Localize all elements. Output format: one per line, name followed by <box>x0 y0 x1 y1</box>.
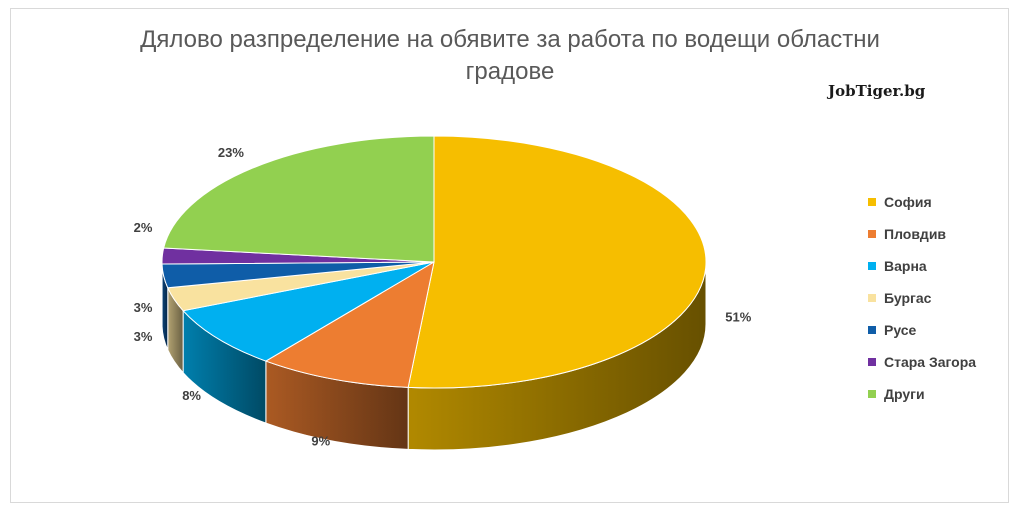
legend-item-5: Русе <box>868 314 976 346</box>
slice-5-label: 3% <box>134 329 153 344</box>
chart-title-line-1: Дялово разпределение на обявите за работ… <box>140 26 880 53</box>
legend-label: Русе <box>884 322 917 338</box>
slice-3-top <box>182 261 435 362</box>
chart-title: Дялово разпределение на обявите за работ… <box>110 24 910 88</box>
legend-swatch <box>868 358 876 366</box>
legend-label: София <box>884 194 932 210</box>
legend-swatch <box>868 230 876 238</box>
slice-1-label: 51% <box>725 309 751 324</box>
pie-data-labels: 51% 9% 8% 3% 3% 2% 23% <box>134 145 752 449</box>
legend-swatch <box>868 262 876 270</box>
legend-swatch <box>868 326 876 334</box>
legend-item-7: Други <box>868 378 976 410</box>
legend-label: Пловдив <box>884 226 947 242</box>
slice-7-top <box>163 135 435 263</box>
legend-item-6: Стара Загора <box>868 346 976 378</box>
legend-label: Варна <box>884 258 927 274</box>
jobtiger-logo: JobTiger.bg <box>828 82 926 100</box>
chart-title-line-2: градове <box>465 58 555 85</box>
legend-label: Бургас <box>884 290 932 306</box>
legend-item-3: Варна <box>868 250 976 282</box>
pie-slices <box>161 135 707 389</box>
legend-swatch <box>868 198 876 206</box>
pie-sides <box>161 261 707 451</box>
slice-2-top <box>264 260 435 388</box>
slice-1-top <box>407 135 707 389</box>
legend-item-1: София <box>868 186 976 218</box>
slice-7-label: 23% <box>218 145 244 160</box>
legend-label: Стара Загора <box>884 354 977 370</box>
legend-swatch <box>868 390 876 398</box>
legend-label: Други <box>884 386 925 402</box>
slice-2-label: 9% <box>311 434 330 449</box>
legend-swatch <box>868 294 876 302</box>
legend-item-2: Пловдив <box>868 218 976 250</box>
legend-item-4: Бургас <box>868 282 976 314</box>
slice-6-label: 2% <box>134 220 153 235</box>
chart-legend: София Пловдив Варна Бургас Русе Стара Загора Д… <box>868 186 976 410</box>
slice-4-label: 3% <box>134 300 153 315</box>
slice-3-label: 8% <box>182 388 201 403</box>
